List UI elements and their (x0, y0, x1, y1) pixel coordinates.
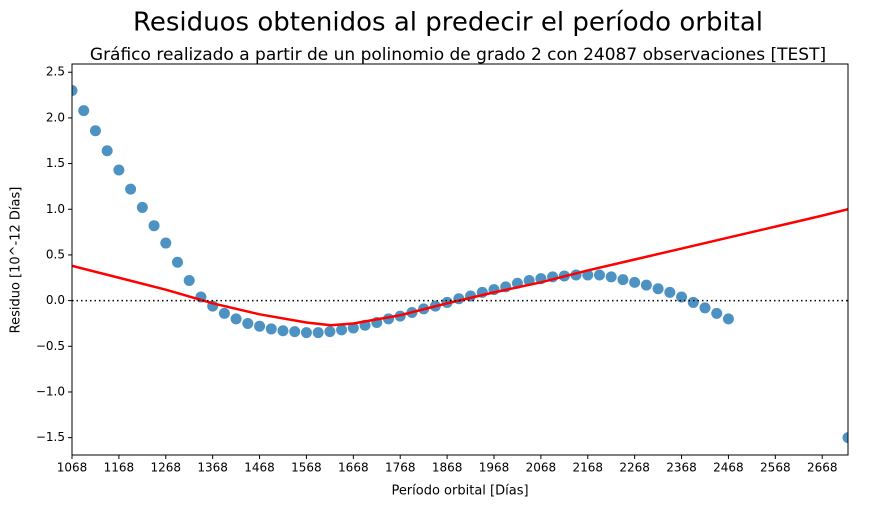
scatter-point (183, 275, 195, 287)
chart-title: Residuos obtenidos al predecir el períod… (133, 8, 763, 38)
plot-frame (71, 63, 849, 456)
y-tick-label: 1.5 (46, 156, 65, 170)
scatter-point (629, 276, 641, 288)
scatter-point (664, 286, 676, 298)
scatter-point (324, 326, 336, 338)
scatter-point (136, 201, 148, 213)
y-tick-label: 2.0 (46, 110, 65, 124)
x-tick-label: 2268 (619, 461, 650, 475)
scatter-point (722, 313, 734, 325)
scatter-point (89, 125, 101, 137)
scatter-point (277, 325, 289, 337)
scatter-point (640, 279, 652, 291)
y-tick-label: −1.0 (36, 384, 65, 398)
scatter-point (687, 296, 699, 308)
y-tick-label: 2.5 (46, 65, 65, 79)
scatter-point (676, 291, 688, 303)
scatter-point (842, 432, 848, 444)
scatter-point (242, 317, 254, 329)
scatter-point (652, 283, 664, 295)
y-tick-label: 0.0 (46, 293, 65, 307)
x-tick-label: 2168 (572, 461, 603, 475)
y-axis-label: Residuo [10^-12 Días] (9, 187, 24, 334)
scatter-point (113, 164, 125, 176)
x-axis-label: Período orbital [Días] (391, 484, 528, 499)
scatter-point (593, 269, 605, 281)
scatter-point (101, 145, 113, 157)
y-tick-label: −0.5 (36, 339, 65, 353)
scatter-point (160, 237, 172, 249)
y-tick-label: 0.5 (46, 247, 65, 261)
y-tick-label: −1.5 (36, 430, 65, 444)
x-tick-label: 1468 (244, 461, 275, 475)
scatter-point (711, 307, 723, 319)
scatter-point (336, 324, 348, 336)
x-tick-label: 2668 (807, 461, 838, 475)
x-tick-label: 2368 (666, 461, 697, 475)
x-tick-label: 1968 (479, 461, 510, 475)
fit-line (72, 208, 848, 327)
x-tick-label: 1768 (385, 461, 416, 475)
x-tick-label: 1568 (291, 461, 322, 475)
scatter-point (312, 327, 324, 339)
x-tick-label: 1168 (104, 461, 135, 475)
scatter-point (254, 320, 266, 332)
scatter-point (230, 313, 242, 325)
scatter-point (347, 322, 359, 334)
scatter-point (617, 274, 629, 286)
x-tick-label: 2068 (526, 461, 557, 475)
scatter-point (72, 84, 78, 96)
scatter-point (289, 326, 301, 338)
x-tick-label: 2468 (713, 461, 744, 475)
scatter-point (605, 271, 617, 283)
scatter-point (148, 220, 160, 232)
scatter-point (218, 307, 230, 319)
y-tick-label: 1.0 (46, 202, 65, 216)
x-tick-label: 1668 (338, 461, 369, 475)
chart-subtitle: Gráfico realizado a partir de un polinom… (90, 45, 826, 65)
scatter-point (699, 302, 711, 314)
scatter-point (78, 105, 90, 117)
scatter-point (265, 323, 277, 335)
scatter-point (300, 327, 312, 339)
x-tick-label: 2568 (760, 461, 791, 475)
x-tick-label: 1068 (57, 461, 88, 475)
scatter-point (171, 256, 183, 268)
x-tick-label: 1268 (151, 461, 182, 475)
x-tick-label: 1368 (197, 461, 228, 475)
scatter-point (125, 183, 137, 195)
x-tick-label: 1868 (432, 461, 463, 475)
